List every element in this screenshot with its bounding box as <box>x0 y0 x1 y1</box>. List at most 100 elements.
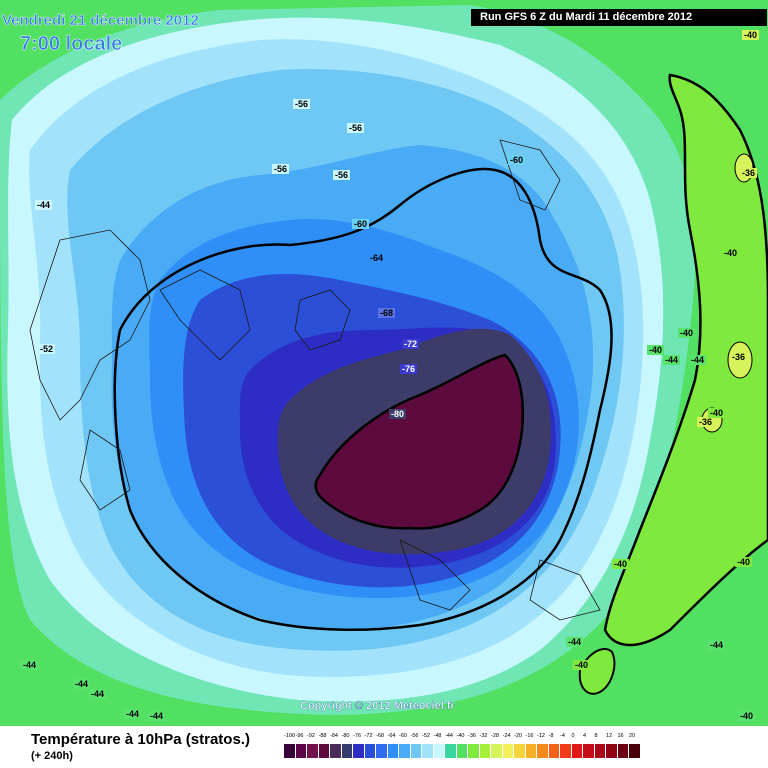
legend-label: -28 <box>491 733 499 739</box>
legend-swatch <box>318 744 330 758</box>
contour-label: -68 <box>378 308 396 318</box>
legend-label: -76 <box>353 733 361 739</box>
legend-swatch <box>456 744 468 758</box>
forecast-lead-time: (+ 240h) <box>31 750 73 762</box>
contour-label: -40 <box>735 557 753 567</box>
legend-swatch <box>491 744 503 758</box>
contour-label: -40 <box>722 248 740 258</box>
legend-swatch <box>468 744 480 758</box>
legend-swatch <box>606 744 618 758</box>
contour-label: -44 <box>708 640 726 650</box>
legend-label: 0 <box>571 733 575 739</box>
legend-label: -72 <box>364 733 373 739</box>
contour-label: -40 <box>678 328 696 338</box>
legend-swatch <box>341 744 353 758</box>
contour-label: -36 <box>730 352 748 362</box>
legend-label: -88 <box>318 733 327 739</box>
contour-label: -44 <box>21 660 39 670</box>
run-info-banner: Run GFS 6 Z du Mardi 11 décembre 2012 <box>471 9 767 26</box>
legend-label: -96 <box>295 733 304 739</box>
legend-swatch <box>548 744 560 758</box>
legend-label: -56 <box>410 733 419 739</box>
legend-label: -20 <box>514 733 522 739</box>
legend-label: -40 <box>456 733 465 739</box>
contour-label: -60 <box>508 155 526 165</box>
legend-labels: -100 -96 -92 -88 -8 4 -80 -76 -72 -68 -64 -60 -56 -52… <box>284 733 744 743</box>
contour-label: -44 <box>124 709 142 719</box>
legend-swatch <box>594 744 606 758</box>
legend-swatch <box>422 744 434 758</box>
legend-label: -16 <box>525 733 534 739</box>
legend-label: 16 <box>617 733 624 739</box>
contour-label: -36 <box>740 168 758 178</box>
contour-minus-60 <box>113 167 613 631</box>
contour-label: -40 <box>742 30 760 40</box>
forecast-date-title: Vendredi 21 décembre 2012 <box>2 12 199 29</box>
copyright-notice: Copyright © 2012 Meteociel.fr <box>300 700 455 712</box>
legend-swatch <box>525 744 537 758</box>
legend-label: 12 <box>606 733 613 739</box>
legend-swatch <box>353 744 365 758</box>
legend-swatch <box>502 744 514 758</box>
temperature-map: Vendredi 21 décembre 2012 7:00 locale Ru… <box>0 0 768 726</box>
legend-label: -12 <box>537 733 545 739</box>
legend-label: -100 <box>284 733 296 739</box>
legend-label: 20 <box>629 733 636 739</box>
contour-label: -60 <box>352 219 370 229</box>
legend-label: 8 <box>594 733 598 739</box>
legend-label: -92 <box>307 733 315 739</box>
contour-label: -44 <box>689 355 707 365</box>
contour-label: -40 <box>573 660 591 670</box>
legend-swatch <box>571 744 583 758</box>
legend-swatch <box>387 744 399 758</box>
contour-label: -52 <box>38 344 56 354</box>
contour-fields <box>0 5 768 715</box>
legend-swatch <box>284 744 296 758</box>
legend-label: -32 <box>479 733 488 739</box>
contour-label: -56 <box>293 99 311 109</box>
legend-swatch <box>583 744 595 758</box>
legend-swatch <box>514 744 526 758</box>
legend-label: -8 <box>548 733 554 739</box>
field-minus-40 <box>603 73 768 647</box>
legend-swatch <box>433 744 445 758</box>
contour-label: -40 <box>612 559 630 569</box>
legend-swatch <box>330 744 342 758</box>
legend-swatch <box>617 744 629 758</box>
contour-label: -36 <box>697 417 715 427</box>
contour-label: -44 <box>73 679 91 689</box>
coastlines <box>29 139 601 621</box>
contour-label: -40 <box>647 345 665 355</box>
variable-title: Température à 10hPa (stratos.) <box>31 731 250 748</box>
legend-label: -64 <box>387 733 396 739</box>
legend-swatch <box>537 744 549 758</box>
legend-label: -80 <box>341 733 350 739</box>
legend-swatch <box>307 744 319 758</box>
legend-swatch <box>479 744 491 758</box>
contour-label: -72 <box>402 339 420 349</box>
legend-label: 4 <box>583 733 587 739</box>
contour-label: -40 <box>708 408 726 418</box>
contour-label: -56 <box>272 164 290 174</box>
legend-swatch <box>295 744 307 758</box>
legend-label: -36 <box>468 733 476 739</box>
legend-swatch <box>376 744 388 758</box>
contour-label: -64 <box>368 253 386 263</box>
legend-label: -4 <box>560 733 565 739</box>
legend-label: -60 <box>399 733 407 739</box>
legend-label: -44 <box>445 733 453 739</box>
legend-swatch <box>560 744 572 758</box>
contour-label: -56 <box>333 170 351 180</box>
legend-swatch <box>364 744 376 758</box>
contour-label: -44 <box>663 355 681 365</box>
color-legend: -100 -96 -92 -88 -8 4 -80 -76 -72 -68 -64 -60 -56 -52… <box>284 733 744 758</box>
legend-label: -68 <box>376 733 384 739</box>
field-minus-84 <box>314 353 525 530</box>
legend-swatch <box>445 744 457 758</box>
contour-label: -80 <box>389 409 407 419</box>
contour-label: -40 <box>738 711 756 721</box>
contour-label: -76 <box>400 364 418 374</box>
legend-label: -52 <box>422 733 430 739</box>
legend-swatch <box>399 744 411 758</box>
legend-swatch <box>410 744 422 758</box>
